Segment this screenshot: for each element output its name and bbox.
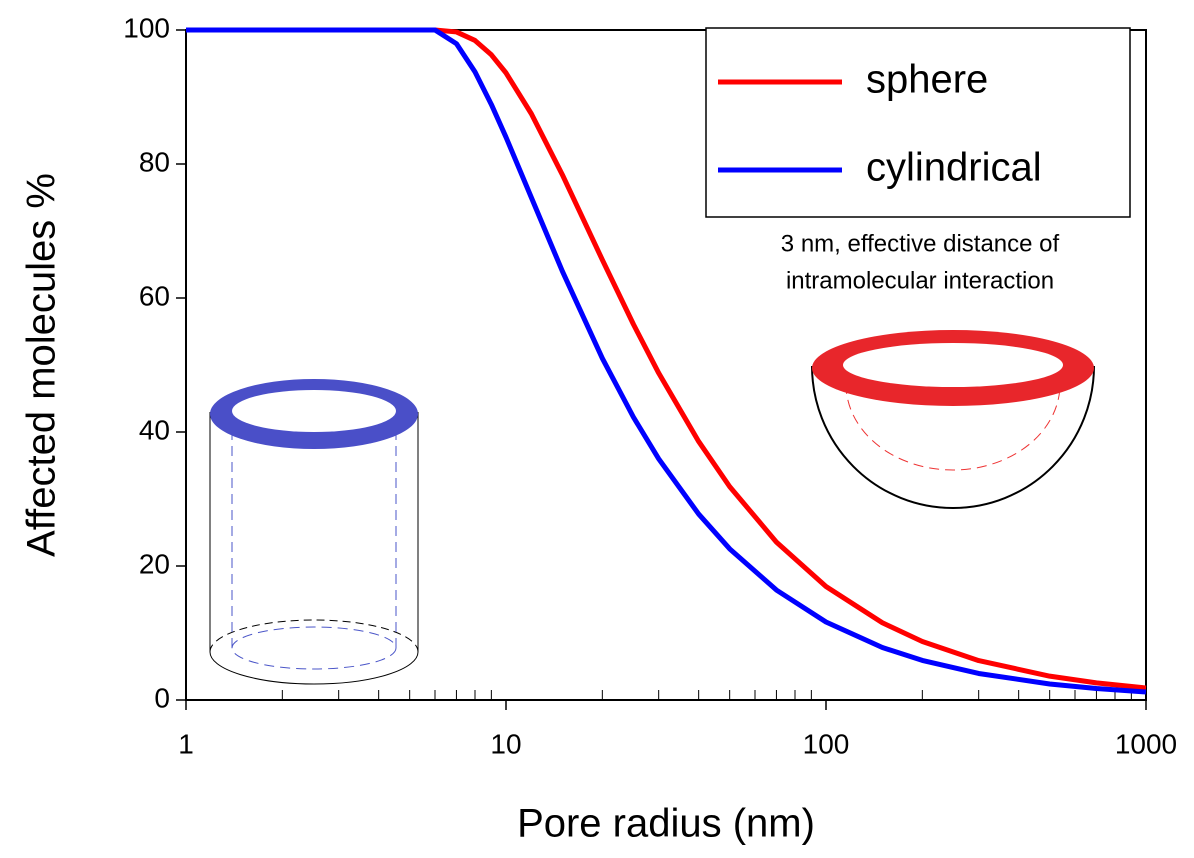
- x-axis-label: Pore radius (nm): [517, 802, 815, 846]
- data-line: [186, 27, 1147, 691]
- x-tick-label: 1: [178, 728, 194, 759]
- annotation: 3 nm, effective distance of: [781, 230, 1060, 257]
- x-tick-label: 100: [803, 728, 850, 759]
- legend-box: [705, 27, 1131, 218]
- x-tick-label: 10: [490, 728, 521, 759]
- y-tick-label: 60: [139, 280, 170, 311]
- plot-frame: [185, 29, 1147, 701]
- y-tick-label: 100: [123, 12, 170, 43]
- legend-label: sphere: [866, 58, 988, 102]
- y-axis-label: Affected molecules %: [20, 173, 64, 557]
- annotation: intramolecular interaction: [786, 267, 1054, 294]
- x-tick-label: 1000: [1115, 728, 1177, 759]
- legend-label: cylindrical: [866, 146, 1042, 190]
- sphere-illustration: [811, 330, 1095, 509]
- cylinder-illustration: [209, 379, 419, 685]
- y-tick-label: 0: [154, 682, 170, 713]
- y-tick-label: 40: [139, 414, 170, 445]
- y-tick-label: 80: [139, 146, 170, 177]
- data-line: [186, 27, 1147, 695]
- y-tick-label: 20: [139, 548, 170, 579]
